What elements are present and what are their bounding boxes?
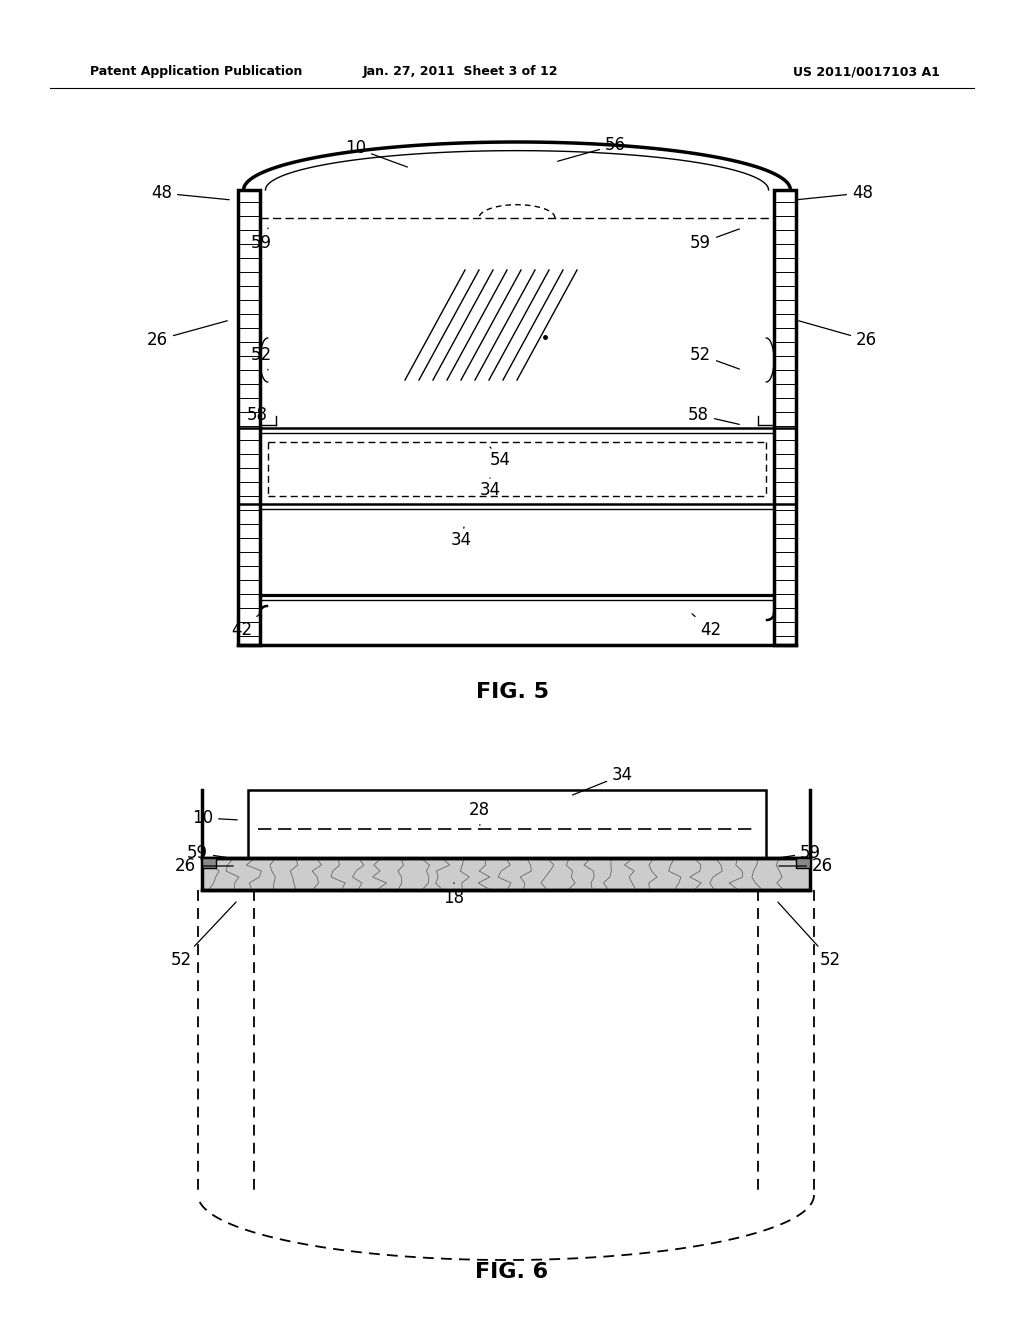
Text: 59: 59 (187, 843, 227, 862)
Text: 26: 26 (779, 857, 834, 875)
Text: 26: 26 (799, 321, 878, 348)
Text: Jan. 27, 2011  Sheet 3 of 12: Jan. 27, 2011 Sheet 3 of 12 (362, 66, 558, 78)
Text: 59: 59 (251, 228, 272, 252)
Text: 26: 26 (146, 321, 227, 348)
Text: 26: 26 (175, 857, 233, 875)
Text: 52: 52 (251, 346, 272, 370)
Text: 58: 58 (688, 407, 739, 424)
Text: 28: 28 (469, 801, 490, 825)
Bar (238, 190, 260, 645)
Text: 34: 34 (451, 527, 472, 549)
Text: 52: 52 (171, 902, 237, 969)
Text: 48: 48 (151, 183, 229, 202)
Text: 52: 52 (690, 346, 739, 370)
Bar (248, 789, 766, 861)
Bar (796, 858, 810, 869)
Text: US 2011/0017103 A1: US 2011/0017103 A1 (794, 66, 940, 78)
Text: FIG. 6: FIG. 6 (475, 1262, 549, 1282)
Text: 10: 10 (345, 139, 408, 168)
Bar (774, 190, 796, 645)
Text: 42: 42 (230, 614, 260, 639)
Text: 59: 59 (690, 228, 739, 252)
Text: Patent Application Publication: Patent Application Publication (90, 66, 302, 78)
Text: 59: 59 (780, 843, 821, 862)
Text: 34: 34 (479, 478, 501, 499)
Text: 10: 10 (193, 809, 238, 828)
Text: 52: 52 (778, 902, 841, 969)
Text: 56: 56 (558, 136, 626, 161)
Text: 42: 42 (692, 614, 721, 639)
Text: 34: 34 (572, 766, 633, 795)
Text: 18: 18 (443, 883, 465, 907)
Bar (202, 858, 216, 869)
Text: FIG. 5: FIG. 5 (475, 682, 549, 702)
Text: 58: 58 (247, 407, 268, 424)
Text: 54: 54 (490, 447, 511, 469)
Text: 48: 48 (797, 183, 873, 202)
Bar (202, 858, 810, 890)
